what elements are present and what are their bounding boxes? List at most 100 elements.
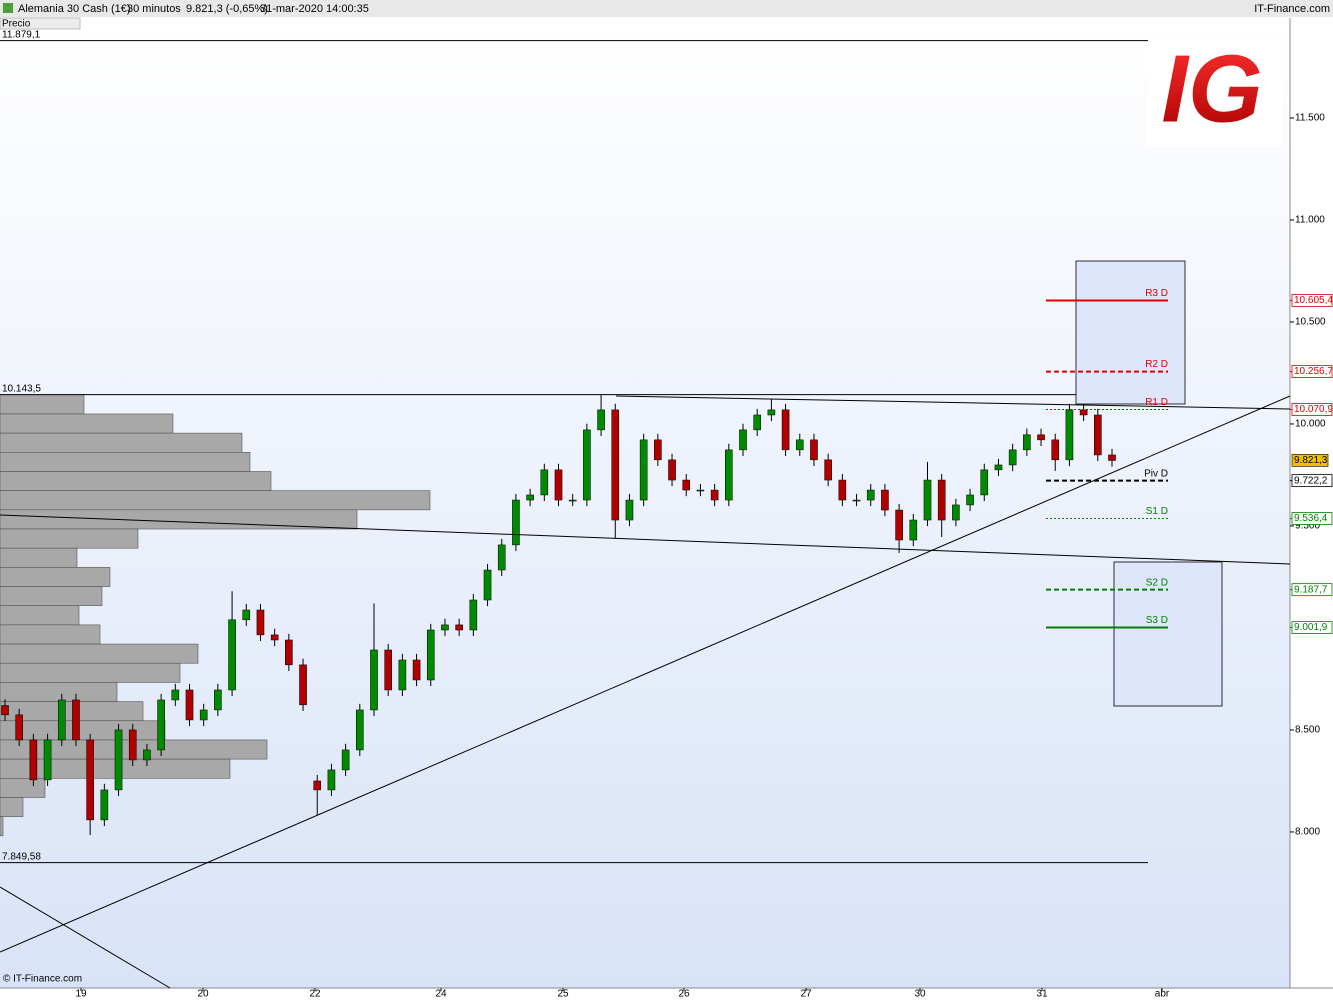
candle-body	[966, 494, 974, 506]
candle-body	[795, 439, 804, 451]
candle-body	[654, 439, 662, 461]
candle-body	[1108, 454, 1116, 461]
volume-bar	[0, 432, 243, 453]
header-bar	[0, 0, 1333, 17]
x-tick-label: 31	[1036, 989, 1048, 1000]
volume-bar	[0, 394, 85, 415]
candle-body	[568, 499, 577, 502]
candle-body	[838, 479, 847, 501]
y-tick-label: 8.500	[1295, 725, 1320, 736]
candle-body	[767, 409, 776, 416]
level-label: 11.879,1	[2, 29, 41, 40]
volume-bar	[0, 797, 24, 817]
pivot-label: 10.070,9	[1294, 404, 1333, 415]
candle-body	[994, 464, 1003, 471]
candle-body	[100, 789, 109, 821]
candle-body	[937, 479, 946, 521]
candle-body	[1079, 409, 1088, 416]
x-tick-label: 19	[75, 989, 87, 1000]
candle-body	[682, 479, 691, 491]
candle-body	[1037, 434, 1045, 441]
x-tick-label: 22	[309, 989, 321, 1000]
candle-body	[1023, 434, 1031, 451]
trend-line	[0, 395, 1291, 953]
candle-body	[710, 489, 719, 501]
price-axis	[1290, 18, 1333, 988]
pivot-label: 9.536,4	[1294, 513, 1328, 524]
zone-box	[1075, 260, 1186, 405]
candle-body	[228, 619, 236, 691]
candle-body	[753, 414, 761, 431]
candle-body	[1094, 414, 1102, 456]
last-price-tag	[1291, 454, 1329, 467]
candle-body	[185, 689, 194, 721]
volume-bar	[0, 567, 111, 587]
timeframe: 30 minutos	[127, 3, 181, 15]
candle-body	[1, 705, 9, 716]
trend-line	[0, 514, 1291, 565]
candle-body	[86, 739, 94, 821]
candle-body	[483, 569, 492, 601]
pivot-tag	[1291, 403, 1333, 416]
trend-line	[615, 395, 1291, 410]
pivot-name: S2 D	[1146, 577, 1168, 588]
candle-body	[327, 769, 336, 791]
candle-body	[810, 439, 818, 461]
candle-body	[597, 409, 605, 431]
candle-body	[668, 459, 676, 481]
candle-body	[980, 469, 989, 496]
candle-body	[909, 519, 918, 541]
volume-bar	[0, 509, 358, 530]
volume-bar	[0, 662, 181, 683]
footer: © IT-Finance.com	[3, 974, 82, 985]
volume-bar	[0, 605, 80, 626]
volume-bar	[0, 547, 78, 568]
volume-bar	[0, 816, 4, 837]
candle-body	[441, 624, 449, 631]
x-tick-label: 24	[435, 989, 447, 1000]
volume-bar	[0, 452, 251, 472]
pivot-name: R3 D	[1145, 288, 1168, 299]
candle-body	[256, 609, 265, 636]
candle-body	[696, 489, 705, 492]
data-layer: 11.879,1 10.143,5 7.849,58	[0, 29, 1148, 864]
pivot-name: R1 D	[1145, 397, 1168, 408]
quote: 9.821,3 (-0,65%)	[186, 3, 268, 15]
candle-body	[540, 469, 549, 496]
candle-body	[128, 729, 137, 761]
candle-body	[866, 489, 875, 501]
panel-label: Precio	[2, 19, 31, 30]
candle-body	[881, 489, 889, 511]
y-tick-label: 10.000	[1295, 419, 1326, 430]
candle-body	[214, 689, 222, 711]
pivot-tag	[1291, 621, 1333, 634]
header-icon	[3, 3, 13, 13]
candle-body	[384, 649, 392, 691]
candle-body	[824, 459, 832, 481]
volume-bar	[0, 528, 139, 549]
candle-body	[199, 709, 208, 721]
candle-body	[781, 409, 790, 451]
pivot-label: 10.256,7	[1294, 366, 1333, 377]
volume-bar	[0, 413, 174, 434]
candle-body	[285, 639, 293, 666]
candle-body	[43, 739, 52, 781]
datetime: 31-mar-2020 14:00:35	[260, 3, 369, 15]
instrument: Alemania 30 Cash (1€)	[18, 3, 131, 15]
candle-body	[512, 499, 520, 546]
pivot-label: 9.001,9	[1294, 622, 1328, 633]
volume-bar	[0, 682, 118, 702]
y-tick-label: 11.500	[1295, 113, 1325, 124]
volume-bar	[0, 643, 199, 664]
volume-bar	[0, 471, 272, 491]
pivot-label: 10.605,4	[1294, 295, 1333, 306]
y-tick-label: 10.500	[1295, 317, 1326, 328]
candle-body	[1065, 409, 1074, 461]
x-tick-label: 30	[914, 989, 926, 1000]
candle-body	[611, 409, 620, 521]
candle-body	[426, 629, 435, 681]
y-tick-label: 8.000	[1295, 827, 1320, 838]
candle-body	[625, 499, 634, 521]
panel-tab	[0, 17, 81, 30]
